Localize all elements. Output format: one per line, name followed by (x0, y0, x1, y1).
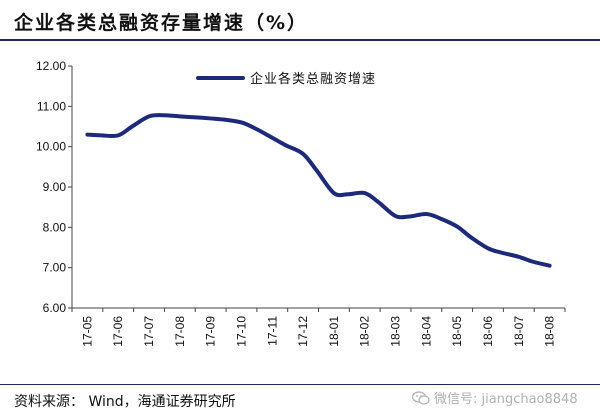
title-divider (0, 39, 600, 41)
x-tick-label: 18-08 (543, 316, 557, 347)
x-tick-label: 18-07 (512, 316, 526, 347)
x-tick-label: 17-05 (80, 316, 94, 347)
x-tick-label: 18-06 (481, 316, 495, 347)
series-line (85, 113, 552, 268)
x-tick-label: 17-12 (296, 316, 310, 347)
x-tick-label: 17-06 (111, 316, 125, 347)
y-tick-label: 11.00 (37, 99, 66, 113)
chart-legend: 企业各类总融资增速 (196, 71, 376, 87)
y-tick-label: 8.00 (43, 220, 67, 234)
x-tick-label: 18-03 (389, 316, 403, 347)
x-tick-label: 17-08 (173, 316, 187, 347)
x-tick-label: 17-09 (204, 316, 218, 347)
watermark: 微信号: jiangchao8848 (412, 388, 578, 407)
source-note: 资料来源： Wind，海通证券研究所 (14, 394, 236, 410)
y-tick-label: 10.00 (36, 140, 66, 154)
legend-label: 企业各类总融资增速 (250, 71, 376, 87)
x-tick-label: 17-11 (265, 316, 279, 346)
chart-title: 企业各类总融资存量增速（%） (14, 12, 309, 34)
chart-series (85, 113, 552, 268)
x-tick-label: 18-01 (327, 316, 341, 347)
y-tick-label: 12.00 (36, 59, 66, 73)
chart-axes (71, 66, 565, 309)
y-axis-ticks: 6.00 7.00 8.00 9.00 10.00 11.00 12.00 (36, 59, 72, 315)
x-tick-label: 17-10 (234, 316, 248, 347)
x-axis-ticks: 17-05 17-06 17-07 17-08 17-09 17-10 17-11 17-12… (71, 308, 566, 347)
y-tick-label: 9.00 (43, 180, 67, 194)
y-tick-label: 6.00 (43, 301, 67, 315)
y-tick-label: 7.00 (43, 261, 67, 275)
source-divider (0, 384, 600, 385)
wechat-icon (412, 391, 430, 405)
watermark-text: 微信号: jiangchao8848 (434, 392, 578, 407)
x-tick-label: 18-04 (419, 316, 433, 347)
x-tick-label: 18-02 (358, 316, 372, 347)
x-tick-label: 18-05 (450, 316, 464, 347)
x-tick-label: 17-07 (142, 316, 156, 347)
